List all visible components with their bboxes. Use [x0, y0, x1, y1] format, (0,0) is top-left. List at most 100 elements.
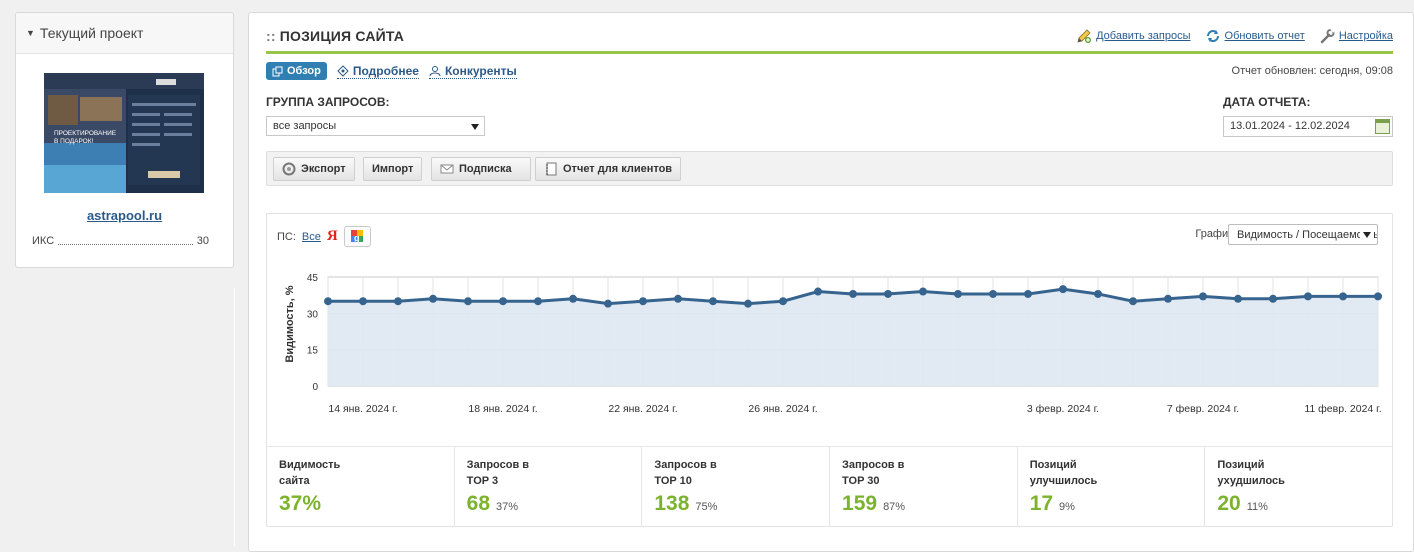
stat-value-row: 159 87% [842, 492, 905, 516]
stat-card: Запросов в TOP 3 68 37% [455, 447, 643, 527]
x-tick-label: 7 февр. 2024 г. [1167, 403, 1239, 415]
tab-competitors[interactable]: Конкуренты [428, 64, 517, 79]
stat-percent: 37% [496, 501, 519, 513]
stat-card: Позиций улучшилось 17 9% [1018, 447, 1206, 527]
data-point [639, 297, 647, 306]
stat-label: Запросов в TOP 3 [466, 459, 530, 487]
data-point [604, 299, 612, 308]
settings-link[interactable]: Настройка [1319, 28, 1393, 44]
svg-text:g: g [354, 233, 360, 243]
data-point [324, 297, 332, 306]
title-text: ПОЗИЦИЯ САЙТА [279, 28, 405, 44]
stat-label: Позиций улучшилось [1029, 459, 1098, 487]
export-icon [282, 162, 296, 176]
google-icon-button[interactable]: g [343, 226, 371, 247]
title-underline [266, 51, 1393, 54]
export-label: Экспорт [301, 163, 346, 175]
tab-details-label: Подробнее [352, 63, 419, 78]
data-point [1059, 285, 1067, 294]
add-queries-link[interactable]: Добавить запросы [1076, 28, 1191, 44]
site-thumbnail[interactable]: ПРОЕКТИРОВАНИЕ В ПОДАРОК! [44, 73, 204, 193]
data-point [1024, 289, 1032, 298]
import-button[interactable]: Импорт [363, 157, 423, 181]
client-report-label: Отчет для клиентов [563, 163, 673, 175]
data-point [674, 294, 682, 303]
data-point [1339, 292, 1347, 301]
stat-label: Запросов в TOP 10 [654, 459, 717, 487]
yandex-icon[interactable]: Я [326, 228, 338, 244]
thumbnail-headline-1: ПРОЕКТИРОВАНИЕ [54, 130, 117, 137]
report-date-input[interactable]: 13.01.2024 - 12.02.2024 [1223, 116, 1393, 137]
iks-label: ИКС [32, 235, 55, 247]
refresh-report-label: Обновить отчет [1224, 30, 1305, 42]
stat-card: Позиций ухудшилось 20 11% [1205, 447, 1392, 527]
calendar-icon[interactable] [1375, 119, 1390, 134]
export-button[interactable]: Экспорт [273, 157, 355, 181]
dropdown-arrow-icon [1360, 229, 1374, 241]
graph-type-value: Видимость / Посещаемость [1237, 229, 1378, 241]
google-icon: g [350, 230, 363, 243]
data-point [744, 299, 752, 308]
data-point [1374, 292, 1382, 301]
stat-value-row: 17 9% [1030, 492, 1075, 516]
data-point [954, 289, 962, 298]
add-queries-label: Добавить запросы [1096, 30, 1191, 42]
query-group-select[interactable]: все запросы [266, 116, 485, 136]
x-tick-label: 26 янв. 2024 г. [748, 403, 817, 415]
view-tabs: Обзор Подробнее Конкуренты [266, 62, 517, 80]
caret-down-icon: ▼ [26, 28, 35, 38]
current-project-panel: ▼ Текущий проект ПРОЕКТИРОВАНИЕ В ПОДАРО… [15, 12, 234, 268]
stat-percent: 9% [1059, 501, 1075, 513]
stat-percent: 11% [1246, 501, 1268, 513]
project-site-link[interactable]: astrapool.ru [86, 208, 163, 223]
data-point [429, 294, 437, 303]
refresh-report-link[interactable]: Обновить отчет [1205, 28, 1305, 44]
tab-details[interactable]: Подробнее [336, 63, 419, 79]
report-date-value: 13.01.2024 - 12.02.2024 [1230, 120, 1350, 132]
graph-type-label: График: [1195, 228, 1236, 240]
tab-overview[interactable]: Обзор [266, 62, 327, 80]
x-tick-label: 18 янв. 2024 г. [468, 403, 537, 415]
y-tick-label: 15 [307, 346, 319, 357]
y-tick-label: 0 [312, 382, 318, 393]
stat-value: 37% [279, 492, 322, 515]
stat-label: Позиций ухудшилось [1217, 459, 1285, 487]
data-point [569, 294, 577, 303]
graph-type-select[interactable]: Видимость / Посещаемость [1228, 224, 1378, 245]
refresh-icon [1206, 30, 1219, 42]
title-prefix: :: [266, 28, 276, 44]
report-toolbar: Экспорт Импорт Подписка Отчет для клиент… [266, 151, 1393, 186]
current-project-header[interactable]: ▼ Текущий проект [16, 13, 233, 54]
x-tick-label: 22 янв. 2024 г. [608, 403, 677, 415]
details-icon [337, 64, 349, 77]
thumbnail-headline-2: В ПОДАРОК! [54, 138, 93, 145]
stat-value: 20 [1217, 492, 1241, 515]
stat-card: Видимость сайта 37% [267, 447, 455, 527]
subscribe-button[interactable]: Подписка [431, 157, 531, 181]
y-tick-label: 30 [307, 309, 319, 320]
stat-value-row: 138 75% [654, 492, 717, 516]
page-title: :: ПОЗИЦИЯ САЙТА [266, 28, 404, 44]
data-point [709, 297, 717, 306]
ps-all-link[interactable]: Все [301, 230, 321, 243]
visibility-chart: Видимость, % 0 15 30 45 14 янв. 2024 г. 18 ян… [284, 273, 1382, 415]
stat-card: Запросов в TOP 10 138 75% [642, 447, 831, 527]
data-point [919, 287, 927, 296]
data-point [989, 289, 997, 298]
visibility-chart-panel: ПС: Все Я g График: Видимость / Посещаем… [266, 213, 1393, 527]
report-date-label: ДАТА ОТЧЕТА: [1223, 95, 1311, 109]
data-point [534, 297, 542, 306]
stat-percent: 75% [695, 501, 718, 513]
stat-value: 17 [1029, 492, 1054, 515]
client-report-button[interactable]: Отчет для клиентов [535, 157, 682, 181]
panel-divider [234, 288, 235, 546]
data-point [884, 289, 892, 298]
header-links: Добавить запросы Обновить отчет Настройк… [1076, 28, 1393, 44]
ps-label: ПС: [277, 230, 296, 243]
tab-overview-label: Обзор [287, 65, 321, 77]
current-project-title: Текущий проект [39, 25, 144, 41]
import-label: Импорт [372, 163, 414, 175]
wrench-icon [1320, 28, 1335, 44]
stat-percent: 87% [883, 501, 906, 513]
stat-value: 68 [466, 492, 491, 515]
